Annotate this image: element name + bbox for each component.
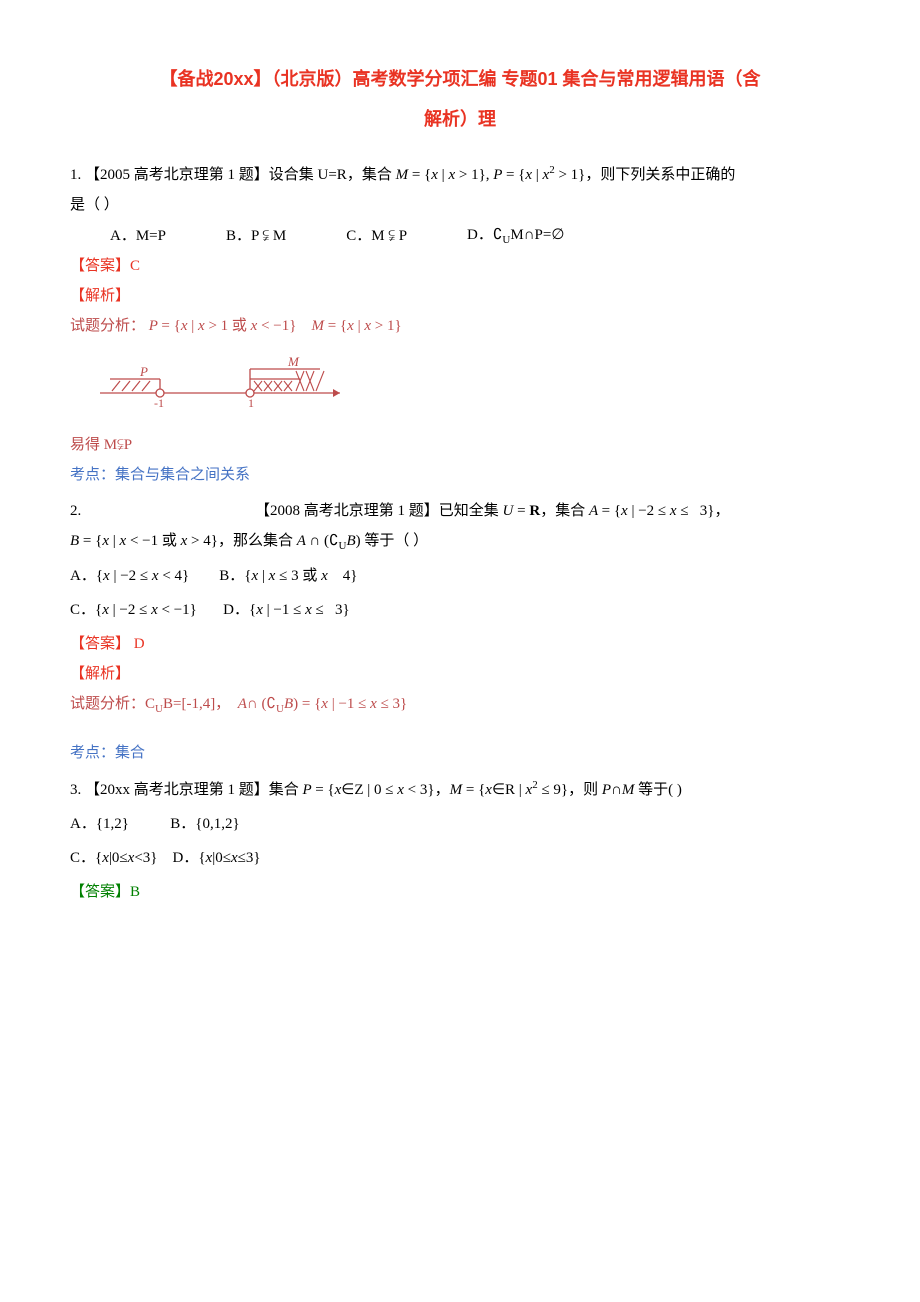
q2-opts-row2: C．{x | −2 ≤ x < −1} D．{x | −1 ≤ x ≤ 3} <box>70 595 850 625</box>
q2-opt-d: D．{x | −1 ≤ x ≤ 3} <box>223 602 350 618</box>
q2-stem-d: ，那么集合 <box>218 533 297 549</box>
q2-line2: B = {x | x < −1 或 x > 4}，那么集合 A ∩ (∁UB) … <box>70 526 850 557</box>
q1-number-line-diagram: -1 1 P <box>90 351 850 424</box>
q3-stem-b: ， <box>435 782 450 798</box>
title-line-2: 解析）理 <box>424 109 496 129</box>
q1-stem-a: 设合集 U=R，集合 <box>269 167 396 183</box>
q3-target: P∩M <box>602 782 635 798</box>
q3-opts-row2: C．{x|0≤x<3} D．{x|0≤x≤3} <box>70 843 850 873</box>
q1-opt-b: B．P ⫋ M <box>226 221 286 251</box>
q2-stem-e: 等于（ ） <box>361 533 429 549</box>
answer-value: C <box>130 258 140 274</box>
svg-text:P: P <box>139 364 148 379</box>
question-1: 1. 【2005 高考北京理第 1 题】设合集 U=R，集合 M = {x | … <box>70 159 850 190</box>
q2-B-def: B = {x | x < −1 或 x > 4} <box>70 533 218 549</box>
svg-text:-1: -1 <box>154 396 164 410</box>
q2-source: 【2008 高考北京理第 1 题】 <box>255 503 439 519</box>
answer-label: 【答案】 <box>70 258 130 274</box>
analysis-prefix: 试题分析： <box>70 318 145 334</box>
q1-analysis-label: 【解析】 <box>70 281 850 311</box>
answer-value: D <box>130 636 145 652</box>
svg-text:1: 1 <box>248 396 254 410</box>
answer-label: 【答案】 <box>70 884 130 900</box>
q2-stem-c: ， <box>715 503 730 519</box>
q2-analysis-label: 【解析】 <box>70 659 850 689</box>
q2-number: 2. <box>70 503 85 519</box>
answer-value: B <box>130 884 140 900</box>
question-2: 2. 【2008 高考北京理第 1 题】已知全集 U = R，集合 A = {x… <box>70 496 850 526</box>
q1-opt-d: D．∁UM∩P=∅ <box>467 220 564 251</box>
answer-label: 【答案】 <box>70 636 130 652</box>
q2-analysis-body: 试题分析：CUB=[-1,4]， A∩ (∁UB) = {x | −1 ≤ x … <box>70 689 850 720</box>
q3-answer: 【答案】B <box>70 877 850 907</box>
q2-analysis-cb: CUB=[-1,4]， <box>145 696 230 712</box>
q3-opt-b: B．{0,1,2} <box>170 816 239 832</box>
q2-opt-b: B．{x | x ≤ 3 或 x 4} <box>219 568 357 584</box>
q2-exam-point: 考点：集合 <box>70 738 850 768</box>
q3-opt-a: A．{1,2} <box>70 816 129 832</box>
q1-set-def: M = {x | x > 1}, P = {x | x2 > 1} <box>396 167 586 183</box>
q3-number: 3. <box>70 782 85 798</box>
q1-conclusion: 易得 M⫋P <box>70 430 850 460</box>
q2-answer: 【答案】 D <box>70 629 850 659</box>
q2-analysis-result: A∩ (∁UB) = {x | −1 ≤ x ≤ 3} <box>238 696 408 712</box>
q2-U: U = R <box>503 503 541 519</box>
q3-stem-a: 集合 <box>269 782 303 798</box>
q1-stem-line2: 是（ ） <box>70 190 850 220</box>
q1-opt-c: C．M ⫋ P <box>346 221 407 251</box>
title-line-1: 【备战20xx】（北京版）高考数学分项汇编 专题01 集合与常用逻辑用语（含 <box>159 69 760 89</box>
q3-stem-d: 等于( ) <box>634 782 682 798</box>
exam-point-label: 考点： <box>70 467 115 483</box>
conclusion-text: 易得 M⫋P <box>70 437 132 453</box>
document-title: 【备战20xx】（北京版）高考数学分项汇编 专题01 集合与常用逻辑用语（含 解… <box>70 60 850 139</box>
q3-P-def: P = {x∈Z | 0 ≤ x < 3} <box>303 782 435 798</box>
svg-text:M: M <box>287 354 300 369</box>
q3-opt-d: D．{x|0≤x≤3} <box>172 850 260 866</box>
q2-stem-b: ，集合 <box>540 503 589 519</box>
q1-number: 1. <box>70 167 85 183</box>
q1-source: 【2005 高考北京理第 1 题】 <box>85 167 269 183</box>
q1-analysis-P: P = {x | x > 1 或 x < −1} <box>149 318 297 334</box>
q1-stem-b: ，则下列关系中正确的 <box>585 167 735 183</box>
q1-stem-c: 是（ ） <box>70 197 119 213</box>
exam-point-text: 集合与集合之间关系 <box>115 467 250 483</box>
q2-opt-a: A．{x | −2 ≤ x < 4} <box>70 568 189 584</box>
q1-options: A．M=P B．P ⫋ M C．M ⫋ P D．∁UM∩P=∅ <box>70 220 850 251</box>
q3-opt-c: C．{x|0≤x<3} <box>70 850 157 866</box>
q3-opts-row1: A．{1,2} B．{0,1,2} <box>70 809 850 839</box>
q1-analysis-body: 试题分析： P = {x | x > 1 或 x < −1} M = {x | … <box>70 311 850 341</box>
q3-source: 【20xx 高考北京理第 1 题】 <box>85 782 269 798</box>
exam-point-label: 考点： <box>70 745 115 761</box>
q1-exam-point: 考点：集合与集合之间关系 <box>70 460 850 490</box>
exam-point-text: 集合 <box>115 745 145 761</box>
q1-opt-a: A．M=P <box>110 221 166 251</box>
q2-opt-c: C．{x | −2 ≤ x < −1} <box>70 602 197 618</box>
number-line-svg: -1 1 P <box>90 351 350 413</box>
q2-stem-a: 已知全集 <box>439 503 503 519</box>
q2-A-def: A = {x | −2 ≤ x ≤ 3} <box>589 503 715 519</box>
q1-analysis-M: M = {x | x > 1} <box>311 318 401 334</box>
question-3: 3. 【20xx 高考北京理第 1 题】集合 P = {x∈Z | 0 ≤ x … <box>70 774 850 805</box>
q3-stem-c: ，则 <box>568 782 602 798</box>
q2-target: A ∩ (∁UB) <box>297 533 361 549</box>
q3-M-def: M = {x∈R | x2 ≤ 9} <box>450 782 569 798</box>
q1-answer: 【答案】C <box>70 251 850 281</box>
q2-opts-row1: A．{x | −2 ≤ x < 4} B．{x | x ≤ 3 或 x 4} <box>70 561 850 591</box>
analysis-prefix: 试题分析： <box>70 696 145 712</box>
